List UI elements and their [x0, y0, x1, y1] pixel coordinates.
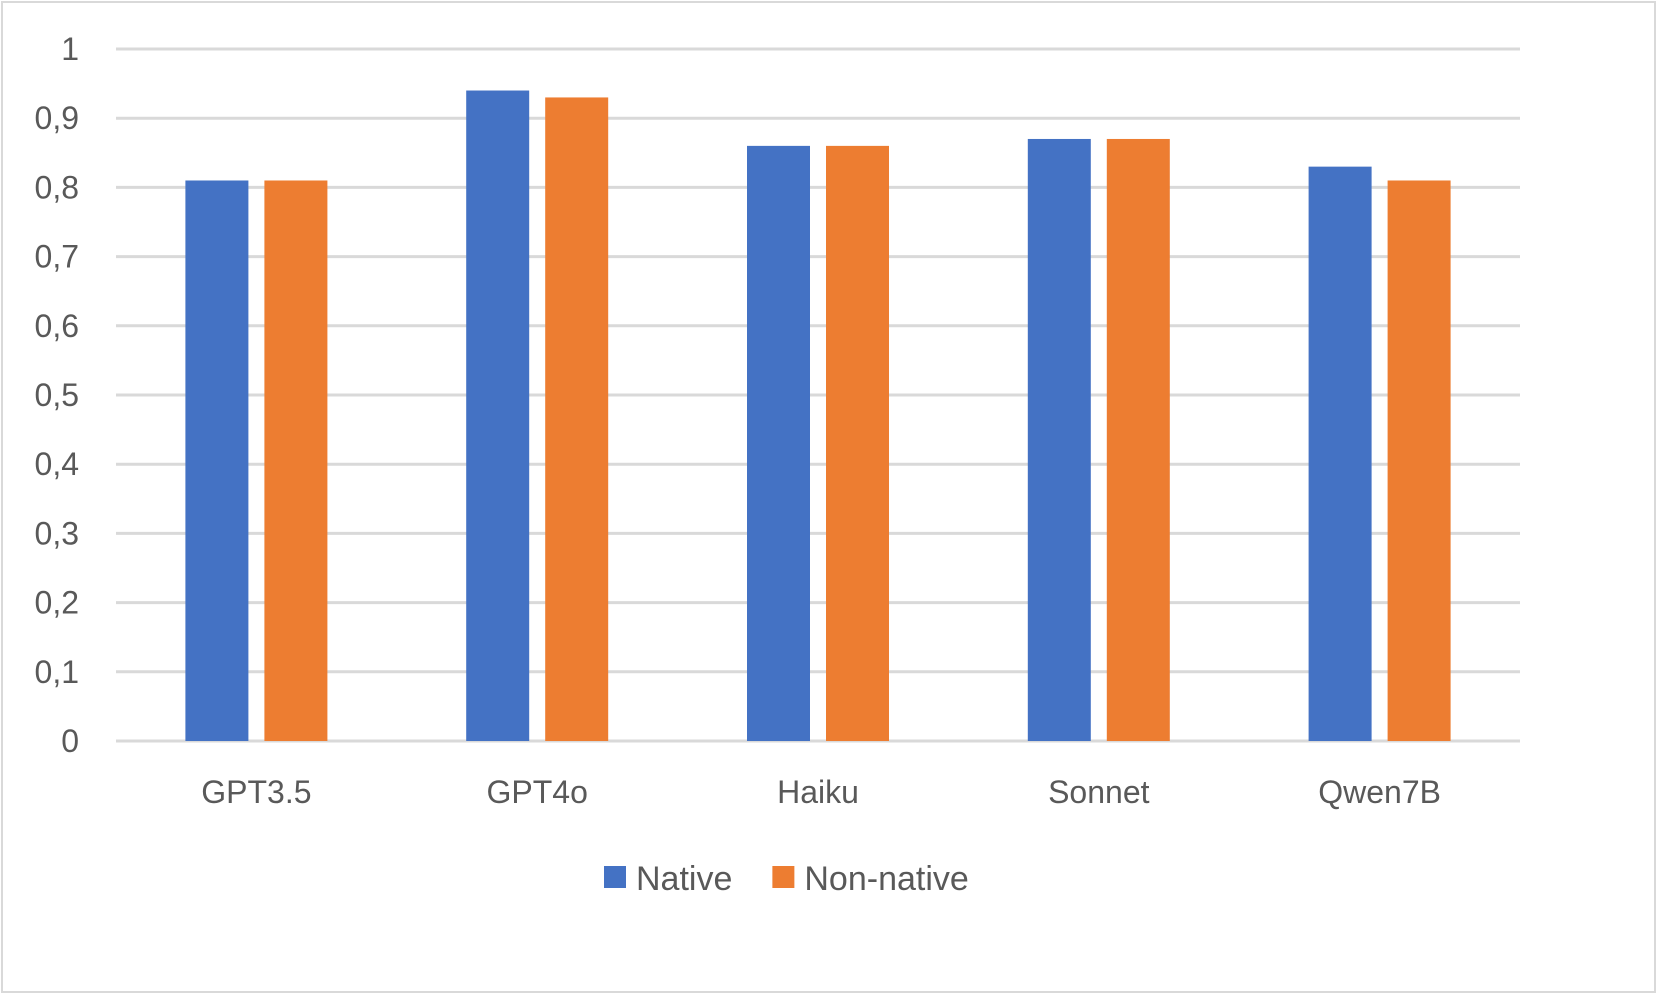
y-tick-label: 0,2	[35, 585, 79, 621]
y-tick-label: 0,7	[35, 239, 79, 275]
bar-native-haiku	[747, 145, 810, 741]
legend: Native Non-native	[604, 860, 969, 898]
legend-swatch-non-native	[772, 866, 795, 888]
bar-native-sonnet	[1027, 138, 1091, 741]
bar-non-native-gpt4o	[545, 97, 609, 741]
x-category-label: Qwen7B	[1318, 774, 1441, 810]
bar-non-native-sonnet	[1106, 138, 1170, 741]
y-tick-label: 0,6	[35, 308, 79, 344]
y-tick-label: 0,9	[35, 100, 79, 136]
y-tick-label: 0	[61, 723, 79, 759]
x-category-label: GPT4o	[487, 774, 588, 810]
bar-native-gpt3-5	[185, 180, 249, 742]
y-tick-label: 0,1	[35, 654, 79, 690]
y-tick-label: 0,8	[35, 169, 79, 205]
legend-swatch-native	[604, 866, 626, 888]
bar-non-native-haiku	[826, 145, 889, 741]
x-category-label: Haiku	[777, 774, 859, 810]
y-tick-label: 0,5	[35, 377, 79, 413]
x-category-label: Sonnet	[1048, 774, 1150, 810]
bar-native-qwen7b	[1308, 166, 1372, 741]
y-tick-label: 1	[61, 31, 79, 67]
bar-non-native-gpt3-5	[264, 180, 328, 742]
x-axis-categories: GPT3.5 GPT4o Haiku Sonnet Qwen7B	[201, 774, 1441, 810]
bars	[185, 90, 1451, 742]
bar-non-native-qwen7b	[1387, 180, 1451, 742]
bar-native-gpt4o	[466, 90, 530, 741]
bar-chart: 0 0,1 0,2 0,3 0,4 0,5 0,6 0,7 0,8 0,9 1 GPT3.5 GPT4…	[35, 31, 1520, 898]
x-category-label: GPT3.5	[201, 774, 311, 810]
legend-label: Non-native	[804, 860, 968, 898]
y-tick-label: 0,3	[35, 515, 79, 551]
gridlines	[116, 47, 1520, 743]
y-tick-label: 0,4	[35, 446, 79, 482]
y-axis-ticks: 0 0,1 0,2 0,3 0,4 0,5 0,6 0,7 0,8 0,9 1	[35, 31, 79, 759]
legend-label: Native	[636, 860, 732, 898]
